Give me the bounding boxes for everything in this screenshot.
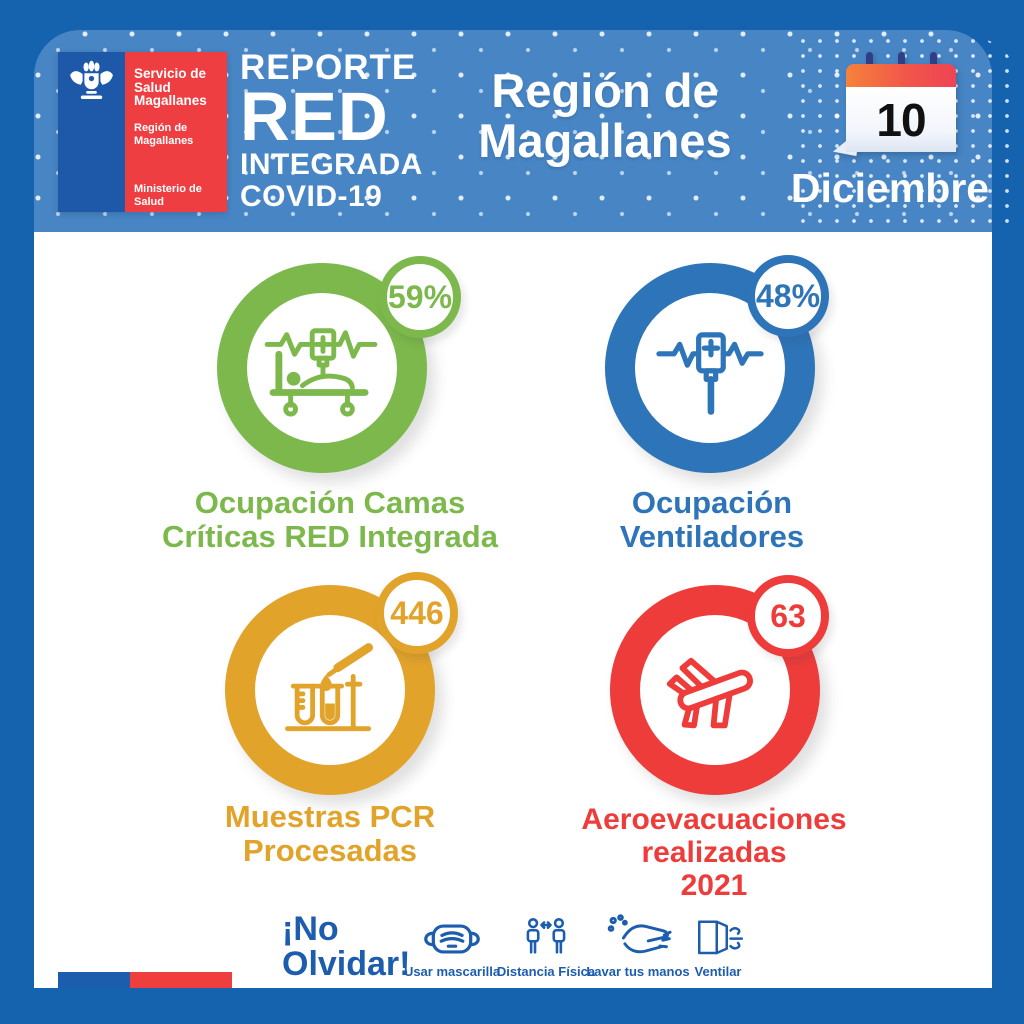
reminder-label: Ventilar [694, 964, 742, 979]
pcr-test-icon [272, 641, 388, 739]
stat-label-line: realizadas [641, 836, 787, 869]
stat-label-camas: Ocupación Camas Críticas RED Integrada [120, 486, 540, 554]
accent-bar-blue [58, 972, 130, 988]
reminder-wash-hands: Lavar tus manos [580, 914, 696, 979]
airplane-icon [657, 637, 773, 743]
hospital-bed-icon [263, 319, 381, 417]
calendar-icon: 10 [846, 52, 956, 152]
stat-label-line: Ventiladores [619, 519, 805, 554]
stat-value-pcr: 446 [376, 572, 458, 654]
accent-bar-red [130, 972, 232, 988]
stat-label-line: Ocupación [631, 485, 793, 520]
stat-label-line: Aeroevacuaciones [581, 803, 847, 836]
logo-ministry-line: Salud [134, 195, 164, 208]
stat-label-pcr: Muestras PCR Procesadas [120, 800, 540, 868]
reminder-label: Distancia Física [496, 964, 596, 979]
stat-label-line: Críticas RED Integrada [162, 519, 498, 554]
reminder-ventilate: Ventilar [672, 914, 764, 979]
stat-label-aero: Aeroevacuaciones realizadas 2021 [504, 803, 924, 902]
coat-of-arms-icon [63, 60, 120, 106]
reminder-mask: Usar mascarilla [396, 916, 508, 979]
logo-org-line: Servicio de [134, 66, 207, 81]
wash-hands-icon [603, 914, 673, 962]
stat-value-aero: 63 [747, 575, 829, 657]
stat-label-line: Muestras PCR [224, 799, 436, 834]
logo-org-line: Magallanes [134, 93, 207, 108]
logo-region-line: Región de [134, 121, 188, 134]
stat-value-ventiladores: 48% [747, 255, 829, 337]
stat-label-line: Procesadas [242, 833, 418, 868]
report-title-line: INTEGRADA [240, 148, 423, 181]
reminder-label: Usar mascarilla [403, 964, 501, 979]
page-title: Región de Magallanes [440, 66, 770, 166]
stat-value-camas: 59% [379, 256, 461, 338]
logo-red-panel: Servicio de Salud Magallanes Región de M… [125, 52, 227, 212]
ventilate-icon [688, 914, 748, 962]
ventilator-icon [652, 316, 768, 420]
stat-label-line: 2021 [680, 869, 748, 902]
distance-icon [515, 914, 577, 962]
logo-region-line: Magallanes [134, 134, 194, 147]
calendar-day: 10 [846, 87, 956, 152]
report-title-line: REPORTE [240, 48, 417, 87]
mask-icon [417, 916, 487, 962]
stat-label-line: Ocupación Camas [194, 485, 466, 520]
logo-blue-panel [58, 52, 125, 212]
report-title-line: RED [240, 78, 389, 155]
stat-label-ventiladores: Ocupación Ventiladores [502, 486, 922, 554]
content-card [34, 232, 992, 988]
reminder-distance: Distancia Física [492, 914, 600, 979]
page-title-line: Región de [491, 64, 719, 117]
logo-org-line: Salud [134, 79, 171, 95]
logo-ministry-line: Ministerio de [134, 182, 202, 195]
reminder-label: Lavar tus manos [586, 964, 690, 979]
footer-heading: ¡No Olvidar! [282, 912, 410, 982]
footer-heading-line: Olvidar! [282, 945, 411, 983]
report-title: REPORTE RED INTEGRADA COVID-19 [240, 50, 423, 213]
calendar-header-bar [846, 64, 956, 87]
page-title-line: Magallanes [478, 114, 732, 167]
report-title-line: COVID-19 [240, 180, 383, 213]
calendar-month: Diciembre [790, 165, 990, 211]
health-service-logo: Servicio de Salud Magallanes Región de M… [58, 52, 227, 212]
footer-heading-line: ¡No [282, 910, 339, 948]
